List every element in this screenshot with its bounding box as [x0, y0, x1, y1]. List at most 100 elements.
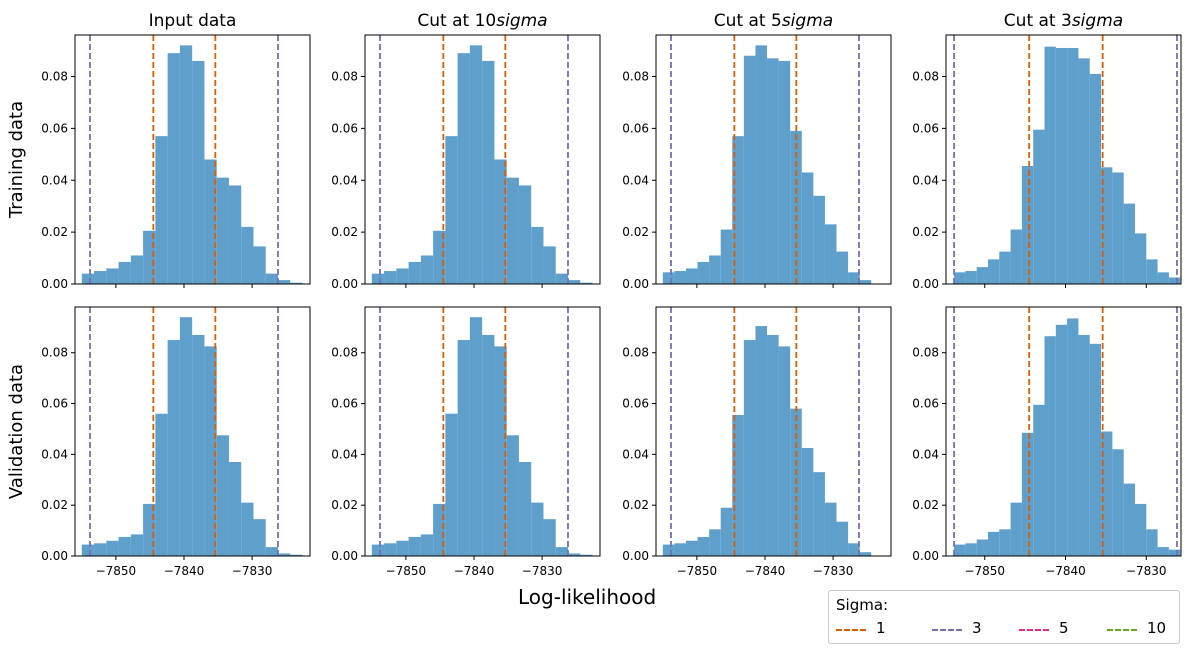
histogram-bar — [543, 246, 556, 284]
histogram-panel: 0.00 0.02 0.04 0.06 0.08 −7850 −7840 −7830 — [622, 306, 892, 578]
legend-label: 1 — [876, 619, 886, 637]
x-tick-label: −7830 — [232, 564, 273, 578]
histogram-bar — [518, 461, 532, 556]
y-tick-label: 0.04 — [622, 173, 649, 187]
histogram-bar — [408, 261, 421, 284]
histogram-bar — [848, 543, 860, 556]
axes-frame — [945, 34, 1182, 285]
histogram-bar — [384, 543, 397, 556]
axes-frame — [655, 34, 892, 285]
y-tick-label: 0.02 — [622, 225, 649, 239]
histogram-bar — [118, 261, 131, 284]
histogram-bar — [494, 159, 507, 284]
y-tick-label: 0.08 — [41, 70, 68, 84]
histogram-bar — [290, 282, 303, 284]
axes-frame — [364, 306, 601, 557]
histogram-bar — [567, 280, 581, 284]
y-tick-label: 0.08 — [331, 346, 358, 360]
legend-label: 5 — [1059, 619, 1069, 637]
y-tick-label: 0.02 — [331, 498, 358, 512]
legend-title: Sigma: — [836, 596, 889, 614]
histogram-bar — [241, 502, 254, 556]
histogram-bar — [697, 261, 710, 284]
histogram-bar — [469, 45, 483, 284]
histogram-bar — [697, 536, 710, 556]
histogram-bar — [709, 255, 721, 284]
histogram-bar — [420, 534, 434, 556]
y-tick-label: 0.04 — [331, 173, 358, 187]
histogram-bar — [859, 552, 872, 556]
histogram-bar — [1089, 343, 1102, 556]
histogram-bar — [662, 544, 675, 556]
histogram-bar — [1078, 334, 1090, 556]
histogram-bar — [253, 519, 266, 556]
histogram-bar — [408, 536, 421, 556]
histogram-bar — [1010, 229, 1022, 284]
histogram-bar — [813, 195, 825, 284]
histogram-bar — [1168, 549, 1181, 556]
x-tick-label: −7840 — [1045, 564, 1086, 578]
axes-frame — [74, 34, 311, 285]
axes-frame — [364, 34, 601, 285]
histogram-bar — [506, 177, 519, 284]
histogram-bar — [1021, 165, 1034, 284]
histogram-bar — [482, 60, 495, 284]
histogram-bar — [420, 255, 434, 284]
histogram-bar — [580, 554, 593, 556]
column-title-italic: sigma — [1072, 11, 1123, 31]
histogram-bar — [94, 271, 107, 284]
column-title: Cut at 10sigma — [417, 11, 547, 31]
histogram-bar — [954, 272, 966, 284]
histogram-bar — [555, 273, 568, 284]
histogram-bar — [580, 282, 593, 284]
legend-line-swatch — [1107, 629, 1137, 631]
column-title-italic: sigma — [496, 11, 547, 31]
histogram-bar — [824, 224, 837, 284]
histogram-bar — [1033, 404, 1045, 556]
histogram-bar — [662, 272, 675, 284]
histogram-bar — [130, 534, 144, 556]
histogram-bar — [531, 226, 544, 284]
y-tick-label: 0.02 — [622, 498, 649, 512]
histogram-bar — [384, 271, 397, 284]
y-tick-label: 0.08 — [912, 70, 939, 84]
histogram-bar — [130, 255, 144, 284]
histogram-bar — [143, 503, 156, 556]
histogram-bar — [531, 502, 544, 556]
histogram-panel: 0.00 0.02 0.04 0.06 0.08 −7850 −7840 −7830 — [331, 306, 601, 578]
histogram-bar — [106, 268, 119, 284]
histogram-bar — [836, 251, 849, 284]
histogram-bar — [216, 435, 229, 556]
histogram-panel: 0.00 0.02 0.04 0.06 0.08 Cut at 5sigma — [622, 11, 892, 291]
row-label: Training data — [6, 101, 27, 219]
histogram-bar — [1123, 483, 1135, 556]
histogram-bar — [155, 136, 168, 284]
histogram-bar — [801, 448, 814, 556]
histogram-bar — [167, 340, 180, 556]
x-tick-label: −7840 — [164, 564, 205, 578]
histogram-bar — [433, 230, 446, 284]
x-tick-label: −7850 — [964, 564, 1005, 578]
y-tick-label: 0.00 — [331, 277, 358, 291]
histogram-bar — [987, 259, 1000, 284]
y-tick-label: 0.06 — [331, 121, 358, 135]
axes-frame — [945, 306, 1182, 557]
histogram-bar — [277, 280, 291, 284]
histogram-bar — [277, 553, 291, 556]
histogram-bar — [732, 136, 744, 284]
y-tick-label: 0.04 — [622, 447, 649, 461]
histogram-bar — [228, 461, 242, 556]
histogram-bar — [179, 45, 193, 284]
histogram-panel: 0.00 0.02 0.04 0.06 0.08 Cut at 3sigma — [912, 11, 1182, 291]
histogram-bar — [801, 172, 814, 284]
histogram-bar — [265, 273, 278, 284]
histogram-panel: 0.00 0.02 0.04 0.06 0.08 Input data Training d… — [6, 11, 311, 291]
histogram-bar — [778, 60, 791, 284]
axes-frame — [74, 306, 311, 557]
histogram-bar — [506, 435, 519, 556]
histogram-bar — [167, 53, 180, 284]
histogram-bar — [204, 346, 217, 556]
legend-label: 10 — [1147, 619, 1167, 637]
y-tick-label: 0.06 — [622, 397, 649, 411]
